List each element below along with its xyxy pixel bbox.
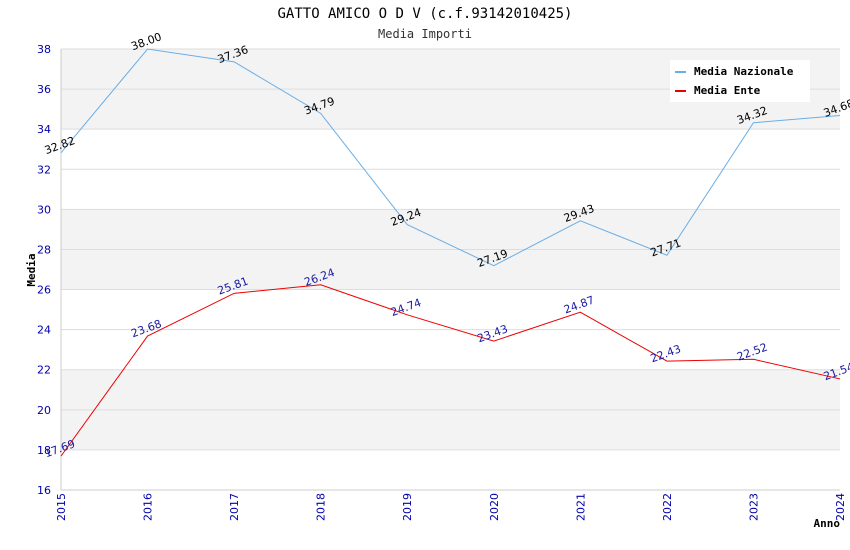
x-tick-label: 2024 bbox=[834, 493, 847, 521]
grid-band bbox=[61, 249, 840, 290]
axes bbox=[60, 49, 840, 491]
series-line-media-nazionale bbox=[60, 48, 841, 267]
series-lines bbox=[60, 48, 841, 457]
data-label: 32.82 bbox=[43, 134, 77, 157]
x-tick-label: 2015 bbox=[55, 493, 68, 521]
y-tick-labels: 16 18 20 22 24 26 28 30 32 34 36 38 bbox=[37, 43, 51, 497]
y-tick-label: 18 bbox=[37, 444, 51, 457]
y-tick-label: 32 bbox=[37, 163, 51, 176]
legend-entry: Media Nazionale bbox=[694, 65, 794, 78]
chart-subtitle: Media Importi bbox=[378, 27, 472, 41]
series-line-media-ente bbox=[60, 284, 841, 457]
grid-band bbox=[61, 409, 840, 450]
chart-title: GATTO AMICO O D V (c.f.93142010425) bbox=[277, 6, 573, 22]
legend: Media Nazionale Media Ente bbox=[670, 60, 810, 102]
legend-box bbox=[670, 60, 810, 102]
y-tick-label: 28 bbox=[37, 243, 51, 256]
x-tick-label: 2016 bbox=[142, 493, 155, 521]
y-tick-label: 26 bbox=[37, 284, 51, 297]
data-label: 23.43 bbox=[476, 322, 510, 345]
x-tick-label: 2019 bbox=[401, 493, 414, 521]
x-tick-label: 2022 bbox=[661, 493, 674, 521]
x-tick-label: 2021 bbox=[574, 493, 587, 521]
y-tick-label: 22 bbox=[37, 364, 51, 377]
data-label: 23.68 bbox=[129, 317, 163, 340]
y-tick-label: 24 bbox=[37, 324, 51, 337]
x-tick-label: 2020 bbox=[488, 493, 501, 521]
x-tick-label: 2023 bbox=[747, 493, 760, 521]
x-tick-labels: 2015 2016 2017 2018 2019 2020 2021 2022 2023 2024 bbox=[55, 493, 847, 521]
y-tick-label: 20 bbox=[37, 404, 51, 417]
legend-entry: Media Ente bbox=[694, 84, 761, 97]
y-tick-label: 38 bbox=[37, 43, 51, 56]
grid-band bbox=[61, 369, 840, 410]
x-tick-label: 2018 bbox=[315, 493, 328, 521]
grid-band bbox=[61, 209, 840, 250]
data-label: 17.69 bbox=[43, 437, 77, 460]
data-label: 22.52 bbox=[735, 341, 769, 364]
y-tick-label: 34 bbox=[37, 123, 51, 136]
data-label: 24.74 bbox=[389, 296, 423, 319]
data-label: 22.43 bbox=[649, 342, 683, 365]
x-axis-label: Anno bbox=[814, 517, 841, 530]
y-tick-label: 36 bbox=[37, 83, 51, 96]
y-tick-label: 30 bbox=[37, 203, 51, 216]
x-tick-label: 2017 bbox=[228, 493, 241, 521]
y-axis-label: Media bbox=[25, 253, 38, 286]
y-tick-label: 16 bbox=[37, 484, 51, 497]
